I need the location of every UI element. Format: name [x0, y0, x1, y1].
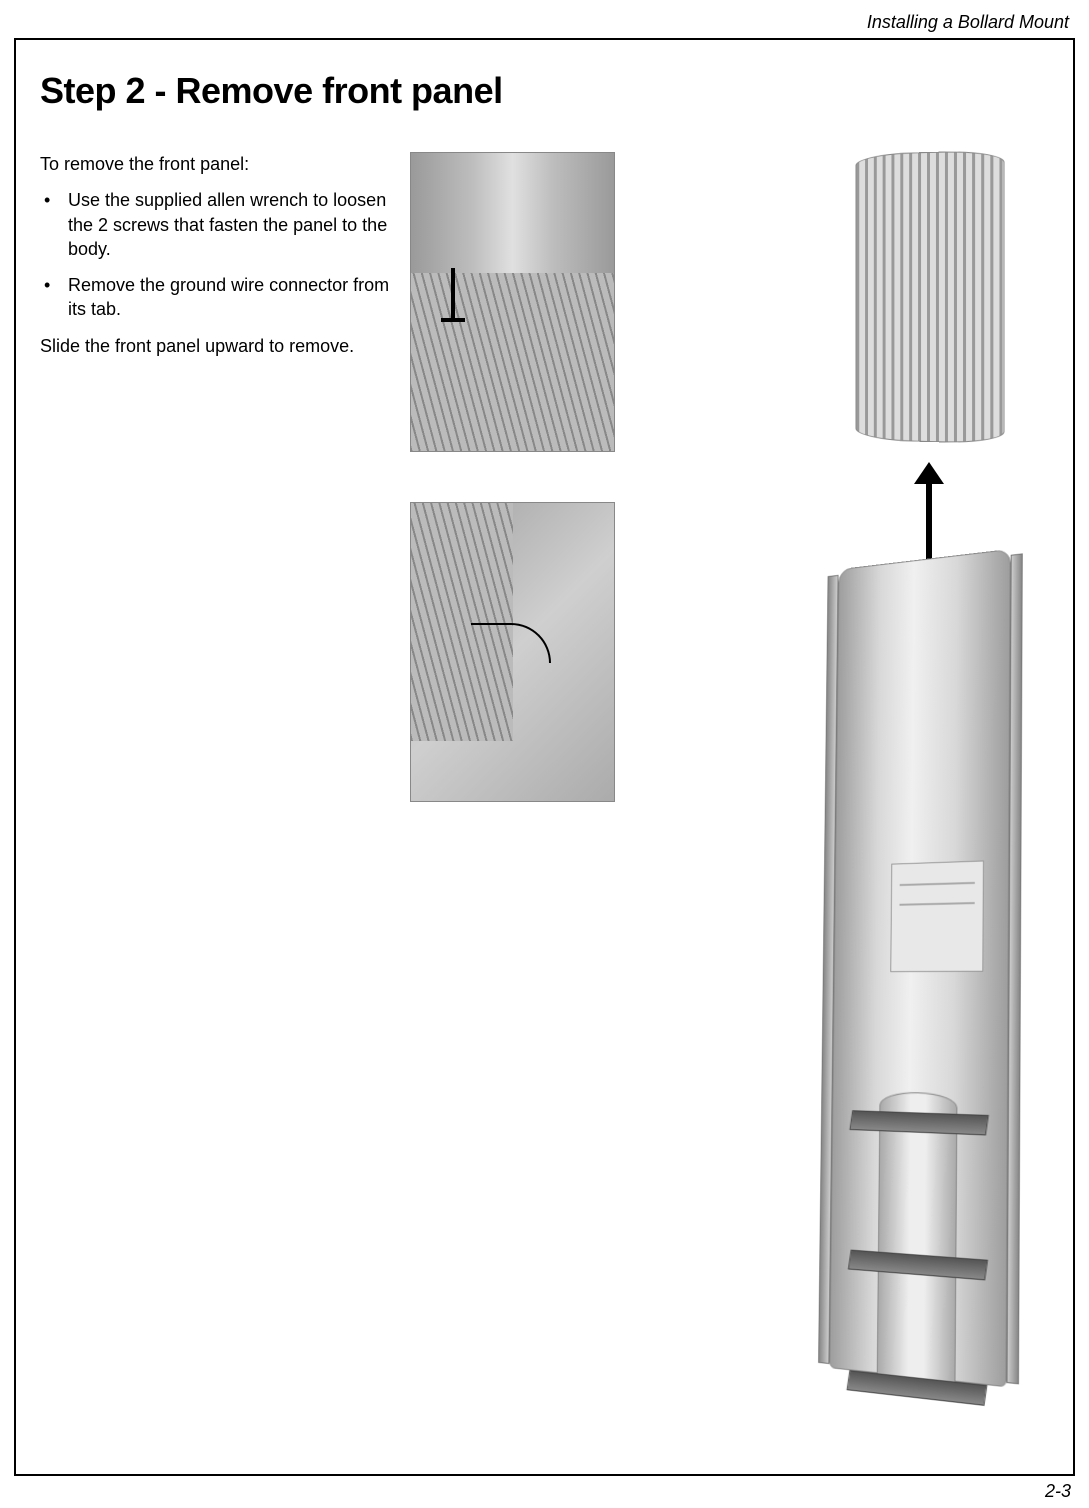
- figure-front-panel: [855, 150, 1004, 444]
- instruction-list: Use the supplied allen wrench to loosen …: [40, 188, 400, 321]
- page-number: 2-3: [1045, 1481, 1071, 1502]
- instruction-text-column: To remove the front panel: Use the suppl…: [40, 152, 400, 358]
- step-title: Step 2 - Remove front panel: [16, 40, 1073, 112]
- body-columns: To remove the front panel: Use the suppl…: [16, 112, 1073, 358]
- ground-wire-icon: [471, 623, 551, 663]
- bollard-label-icon: [890, 860, 984, 972]
- allen-wrench-icon: [451, 268, 455, 318]
- bollard-cylinder-icon: [877, 1091, 958, 1402]
- figure-allen-wrench: [410, 152, 615, 452]
- instruction-item: Use the supplied allen wrench to loosen …: [40, 188, 400, 261]
- running-header: Installing a Bollard Mount: [867, 12, 1069, 33]
- arrow-shaft-icon: [926, 478, 932, 562]
- intro-text: To remove the front panel:: [40, 152, 400, 176]
- figures-column: [400, 152, 1049, 358]
- arrow-up-icon: [914, 462, 944, 562]
- content-frame: Step 2 - Remove front panel To remove th…: [14, 38, 1075, 1476]
- instruction-item: Remove the ground wire connector from it…: [40, 273, 400, 322]
- figure-ground-wire: [410, 502, 615, 802]
- closing-text: Slide the front panel upward to remove.: [40, 334, 400, 358]
- figure-bollard-body: [792, 544, 1052, 1445]
